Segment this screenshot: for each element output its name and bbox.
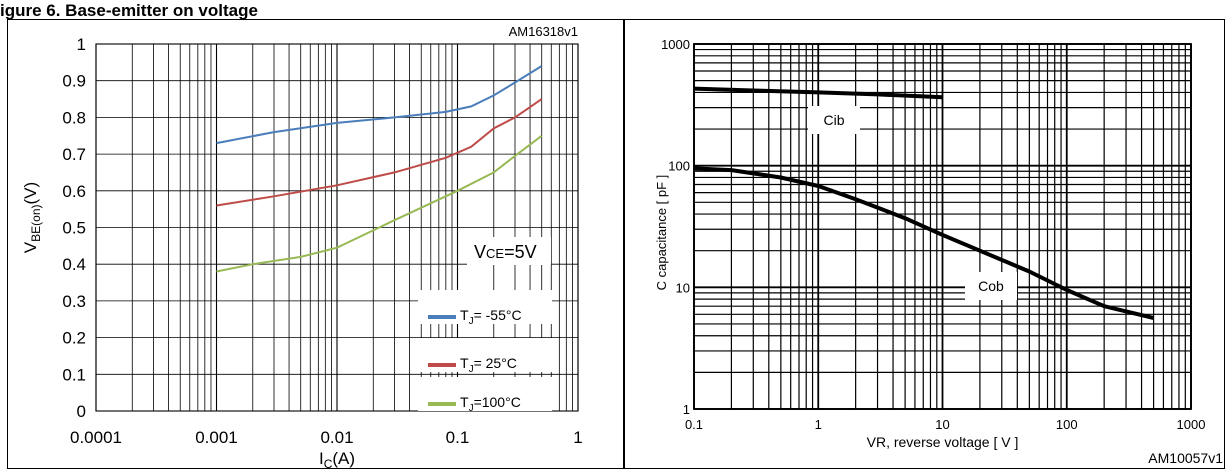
vbe-legend-entry: TJ=100°C [460,394,521,414]
vbe-x-tick-label: 0.001 [195,428,238,447]
vbe-x-axis-label: IC(A) [319,449,355,470]
cap-x-tick-label: 0.1 [685,417,703,432]
vbe-y-tick-label: 0.5 [62,219,86,238]
cap-x-tick-label: 100 [1056,417,1078,432]
vbe-series-line [216,98,543,207]
vbe-x-tick-label: 0.01 [320,428,353,447]
cap-grid [693,43,1192,410]
figure-header: igure 6. Base-emitter on voltage [0,0,1227,22]
cap-series-label: Cib [823,112,844,128]
cap-x-tick-label: 1 [815,417,822,432]
vbe-y-tick-label: 0.1 [62,365,86,384]
vbe-legend-entry: TJ= 25°C [460,355,517,375]
vbe-annotation: VCE=5V [474,242,537,262]
vbe-y-tick-label: 0.3 [62,292,86,311]
figure-frame [7,19,1225,469]
vbe-annotation-bg [467,237,551,265]
vbe-x-tick-label: 1 [573,428,582,447]
vbe-x-tick-label: 0.0001 [70,428,122,447]
vbe-y-tick-label: 0.6 [62,182,86,201]
vbe-figure-code: AM16318v1 [509,24,578,39]
cap-series-label-bg [965,272,1017,300]
cap-y-axis-label: C capacitance [ pF ] [654,175,669,291]
vbe-x-tick-label: 0.1 [446,428,470,447]
panel-divider [623,19,625,469]
cap-x-axis-label: VR, reverse voltage [ V ] [867,434,1019,450]
vbe-y-tick-label: 0.4 [62,255,86,274]
cap-series-line [693,86,943,100]
cap-plot-area [693,43,1192,410]
cap-x-tick-label: 1000 [1177,417,1206,432]
vbe-y-tick-label: 0.7 [62,145,86,164]
vbe-series-line [216,135,543,273]
cap-y-tick-label: 1000 [661,37,690,52]
cap-x-tick-label: 10 [935,417,949,432]
cap-series-label-bg [808,106,860,134]
vbe-legend-entry: TJ= -55°C [460,307,522,327]
cap-series-line [693,166,1155,320]
vbe-plot-area [95,43,579,412]
cap-y-tick-label: 10 [676,280,690,295]
vbe-y-tick-label: 1 [77,35,86,54]
vbe-y-tick-label: 0.2 [62,329,86,348]
vbe-y-tick-label: 0 [77,402,86,421]
cap-figure-code: AM10057v1 [1148,450,1223,466]
figure-title: igure 6. Base-emitter on voltage [0,1,258,20]
vbe-y-axis-label: VBE(on)(V) [21,182,43,253]
vbe-y-tick-label: 0.9 [62,72,86,91]
vbe-series-line [216,65,543,145]
cap-y-tick-label: 1 [683,402,690,417]
cap-series-label: Cob [978,278,1004,294]
vbe-chart: 0 0.1 0.2 0.3 0.4 0.5 0.6 0.7 0.8 0.9 1 0.0001 0.001… [21,24,583,470]
vbe-y-tick-label: 0.8 [62,108,86,127]
cap-y-tick-label: 100 [668,159,690,174]
